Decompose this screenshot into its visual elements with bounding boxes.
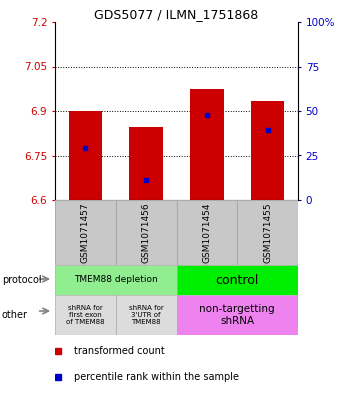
- Bar: [176, 295, 298, 335]
- Text: control: control: [216, 274, 259, 286]
- Text: non-targetting
shRNA: non-targetting shRNA: [200, 304, 275, 326]
- Bar: [176, 265, 298, 295]
- Bar: [55, 295, 116, 335]
- Text: other: other: [2, 310, 28, 320]
- Title: GDS5077 / ILMN_1751868: GDS5077 / ILMN_1751868: [95, 8, 259, 21]
- Text: GSM1071457: GSM1071457: [81, 202, 90, 263]
- Bar: [130, 127, 163, 200]
- Bar: [116, 200, 176, 265]
- Bar: [55, 200, 116, 265]
- Bar: [116, 295, 176, 335]
- Bar: [251, 101, 284, 200]
- Text: shRNA for
3'UTR of
TMEM88: shRNA for 3'UTR of TMEM88: [129, 305, 164, 325]
- Text: percentile rank within the sample: percentile rank within the sample: [74, 372, 239, 382]
- Text: protocol: protocol: [2, 275, 41, 285]
- Bar: [69, 111, 102, 200]
- Text: GSM1071455: GSM1071455: [263, 202, 272, 263]
- Bar: [176, 200, 237, 265]
- Text: shRNA for
first exon
of TMEM88: shRNA for first exon of TMEM88: [66, 305, 105, 325]
- Text: TMEM88 depletion: TMEM88 depletion: [74, 275, 158, 285]
- Bar: [55, 265, 176, 295]
- Bar: [237, 200, 298, 265]
- Text: GSM1071456: GSM1071456: [142, 202, 151, 263]
- Text: GSM1071454: GSM1071454: [202, 202, 211, 263]
- Text: transformed count: transformed count: [74, 346, 165, 356]
- Bar: [190, 89, 224, 200]
